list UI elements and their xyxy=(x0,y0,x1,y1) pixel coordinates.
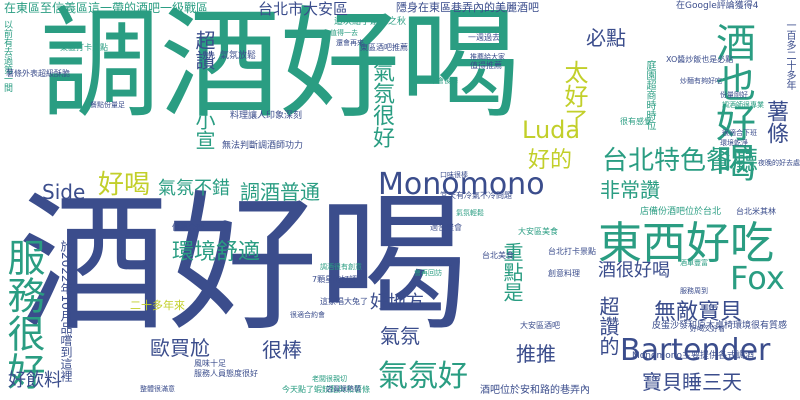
phrase-34: 一週過去 xyxy=(468,33,500,42)
phrase-22: 料理讓人印象深刻 xyxy=(230,111,303,121)
word-tiaojiu-putong: 調酒普通 xyxy=(240,180,320,204)
word-bidian: 必點 xyxy=(586,26,626,50)
word-taibei-tese: 台北特色餐廳 xyxy=(602,146,759,176)
word-wudi-baobei: 無敵寶貝 xyxy=(654,300,743,325)
phrase-1: 在東區至信義區這一帶的酒吧一級戰區 xyxy=(4,1,209,15)
phrase-28: 很有感覺 xyxy=(620,117,652,126)
word-fuwu-henhao: 服務很好 xyxy=(1,238,45,390)
phrase-55: 很適合下班 xyxy=(722,129,757,137)
word-tai-haole: 太好了 xyxy=(560,60,588,132)
phrase-59: 好喝又好看 xyxy=(690,325,725,333)
phrase-12: 以前有去過第一間 xyxy=(2,20,12,92)
phrase-32: 炒麵有夠好吃 xyxy=(680,77,722,85)
phrase-7: 店備份酒吧位於台北 xyxy=(640,207,722,217)
word-qifen-henhao: 氣氛很好 xyxy=(369,60,394,148)
phrase-24: 這次點了蕭瑟之秋 xyxy=(334,17,407,27)
phrase-45: 店員很熱情 xyxy=(326,385,361,393)
phrase-53: 份量剛好 xyxy=(720,91,748,99)
word-hao-difang: 好地方 xyxy=(370,292,424,313)
word-shutiao: 薯條 xyxy=(763,100,788,144)
phrase-4: 東區打卡景點 xyxy=(60,43,108,52)
word-haohe: 好喝 xyxy=(98,170,151,200)
phrase-58: 服務周到 xyxy=(680,287,708,295)
phrase-51: 氣氛輕鬆 xyxy=(456,209,484,217)
phrase-26: 薯條外表超級酥脆 xyxy=(6,69,70,78)
phrase-29: 創意料理 xyxy=(548,269,580,278)
phrase-42: 會再回訪 xyxy=(414,269,442,277)
phrase-18: 7顆星的好評 xyxy=(312,275,358,284)
phrase-5: 東區酒吧推薦 xyxy=(360,43,408,52)
word-baobei-shui-santian: 寶貝睡三天 xyxy=(642,370,742,394)
word-chaozan: 超讚 xyxy=(192,30,216,70)
phrase-14: 大安區美食 xyxy=(518,227,558,236)
phrase-3: 在Google評論獲得4 xyxy=(676,1,759,11)
word-monomono: Monomono xyxy=(378,167,545,202)
word-henbang: 很棒 xyxy=(262,338,302,362)
phrase-41: 台北打卡景點 xyxy=(548,247,596,256)
word-hao-yinliao: 好飲料 xyxy=(8,370,62,391)
phrase-54: 調酒師很專業 xyxy=(722,101,764,109)
word-tuitui: 推推 xyxy=(516,342,556,366)
word-jiu-hen-haohe: 酒很好喝 xyxy=(598,260,670,281)
phrase-44: 老闆很親切 xyxy=(312,375,347,383)
phrase-23: 無法判斷調酒師功力 xyxy=(222,141,304,151)
phrase-19: 今天點了蝦餃麵與和薯條 xyxy=(282,385,370,394)
phrase-37: 調酒很有創意 xyxy=(320,263,362,271)
phrase-27: 二十多年來 xyxy=(130,299,185,312)
word-fox: Fox xyxy=(730,259,785,297)
phrase-25: 當天有冷氣不冷問題 xyxy=(440,191,512,200)
phrase-52: 很好聊天 xyxy=(424,259,452,267)
word-qifen: 氣氛 xyxy=(380,324,420,348)
phrase-15: 台北美食 xyxy=(482,251,514,260)
word-qifen-bucuo: 氣氛不錯 xyxy=(158,178,230,199)
phrase-33: 不會後悔 xyxy=(430,77,458,85)
word-zhongdian-shi: 重點是 xyxy=(500,242,524,302)
phrase-36: 適合聚會 xyxy=(430,223,462,232)
phrase-39: 價格合理 xyxy=(172,223,204,232)
phrase-48: 還會再來 xyxy=(336,39,364,47)
phrase-6: 一百多二十多年 xyxy=(784,20,795,90)
phrase-2: 隱身在東區巷弄內的美麗酒吧 xyxy=(396,1,539,14)
word-feichang-zan: 非常讚 xyxy=(600,178,660,202)
word-taibei-daan: 台北市大安區 xyxy=(258,0,349,18)
phrase-20: 服務人員態度很好 xyxy=(194,369,258,378)
word-dongxi-haochi: 東西好吃 xyxy=(598,218,774,269)
word-bartender: Bartender xyxy=(620,333,771,368)
phrase-10: 皮蛋沙發和原木桌椅環境很有質感 xyxy=(652,321,788,331)
phrase-60: 夜晚的好去處 xyxy=(758,159,800,167)
phrase-57: 酒單豐富 xyxy=(680,259,708,267)
phrase-11: 台北米其林 xyxy=(736,207,776,216)
phrase-9: Monomono主要提供各式調酒 xyxy=(632,351,754,361)
phrase-35: 環境很好 xyxy=(470,43,498,51)
phrase-50: 口味很棒 xyxy=(440,171,468,179)
phrase-30: 值得推薦 xyxy=(470,61,502,70)
word-xiaoxuan: 小宣 xyxy=(192,110,216,150)
word-luda: Luda xyxy=(522,116,581,144)
phrase-46: 整體很滿意 xyxy=(140,385,175,393)
phrase-40: 大安區酒吧 xyxy=(520,321,560,330)
word-jiu-ye-haohe: 酒也好喝 xyxy=(709,22,755,182)
phrase-8: 酒吧位於安和路的巷弄內 xyxy=(480,385,590,396)
word-main-2: 酒好喝 xyxy=(18,178,469,352)
phrase-13: 於2022年10月品嚐到這裡 xyxy=(59,240,73,382)
phrase-43: 很適合約會 xyxy=(290,311,325,319)
word-main-1: 調酒好喝 xyxy=(40,0,520,135)
phrase-47: 值得一去 xyxy=(330,29,358,37)
word-side: Side xyxy=(42,180,86,204)
phrase-56: 環境乾淨 xyxy=(720,139,748,147)
word-oumaiga: 歐買尬 xyxy=(150,336,210,360)
phrase-17: 這家唱大兔了 xyxy=(320,297,368,306)
phrase-38: 餐點份量足 xyxy=(90,101,125,109)
word-hao-de: 好的 xyxy=(528,148,573,173)
word-qifen-hao: 氣氛好 xyxy=(378,359,468,394)
word-huanjing-shushi: 環境舒適 xyxy=(172,240,261,265)
phrase-31: XO醬炒飯也是必點 xyxy=(666,55,734,64)
phrase-49: 推薦給大家 xyxy=(470,53,505,61)
phrase-16: 風味十足 xyxy=(194,359,226,368)
word-chao-zan-de: 超讚的 xyxy=(596,296,620,356)
word-tingyuan: 庭園超商時時位 xyxy=(644,60,655,130)
phrase-21: 氣氛放鬆 xyxy=(220,51,257,61)
